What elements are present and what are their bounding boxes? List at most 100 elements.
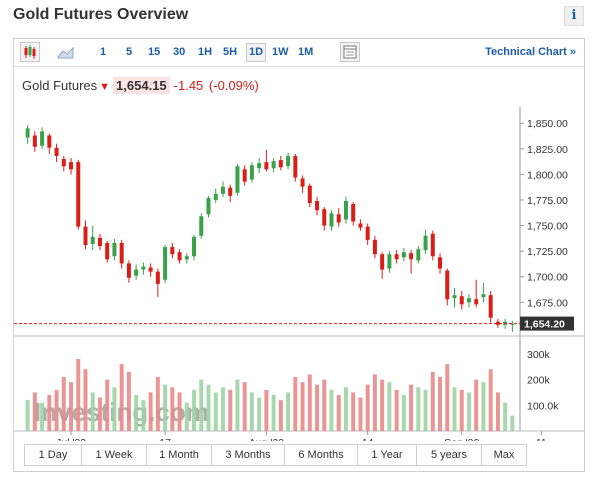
volume-bar [423, 389, 428, 431]
timeframe-1m[interactable]: 1M [298, 46, 314, 58]
candle-body [336, 214, 341, 223]
candle-body [199, 216, 204, 236]
volume-bar [322, 379, 327, 431]
area-chart-icon[interactable] [56, 42, 76, 62]
volume-bar [315, 384, 320, 431]
candle-body [322, 209, 327, 226]
volume-bar [228, 389, 233, 431]
x-tick-label: Aug '22 [249, 437, 284, 441]
candle-body [170, 247, 175, 255]
volume-bar [481, 382, 486, 431]
candle-body [112, 242, 117, 257]
candle-body [495, 321, 500, 325]
range-1-week[interactable]: 1 Week [82, 445, 147, 465]
range-6-months[interactable]: 6 Months [285, 445, 358, 465]
candle-body [163, 247, 168, 280]
timeframe-1h[interactable]: 1H [198, 46, 213, 58]
candle-body [119, 242, 124, 264]
range-selector: 1 Day 1 Week 1 Month 3 Months 6 Months 1… [24, 444, 527, 466]
volume-bar [474, 379, 479, 431]
volume-bar [112, 387, 117, 431]
candle-body [83, 226, 88, 245]
volume-bar [126, 371, 131, 431]
volume-bar [430, 371, 435, 431]
candle-body [380, 254, 385, 270]
volume-bar [119, 364, 124, 431]
candle-body [184, 256, 189, 260]
volume-bar [365, 384, 370, 431]
last-price: 1,654.15 [113, 77, 170, 94]
range-1-year[interactable]: 1 Year [358, 445, 417, 465]
volume-bar [242, 382, 247, 431]
candle-body [445, 270, 450, 300]
candle-body [97, 237, 102, 247]
volume-bar [372, 374, 377, 431]
candle-body [228, 187, 233, 196]
range-3-months[interactable]: 3 Months [212, 445, 285, 465]
candle-body [351, 204, 356, 222]
volume-bar [184, 402, 189, 431]
volume-bar [134, 395, 139, 431]
volume-tick-label: 100.0k [527, 400, 559, 412]
volume-bar [155, 377, 160, 431]
timeframe-1d[interactable]: 1D [246, 43, 267, 62]
volume-bar [213, 392, 218, 431]
volume-tick-label: 200k [527, 375, 551, 387]
timeframe-1[interactable]: 1 [100, 46, 107, 58]
candlestick-chart-icon[interactable] [20, 42, 40, 62]
candle-body [278, 160, 283, 168]
candle-body [126, 263, 131, 278]
volume-bar [466, 392, 471, 431]
volume-bar [192, 389, 197, 431]
volume-bar [278, 400, 283, 431]
timeframe-5[interactable]: 5 [126, 46, 133, 58]
volume-bar [83, 369, 88, 431]
volume-bar [438, 377, 443, 431]
chart-toolbar: 1 5 15 30 1H 5H 1D 1W 1M Technical Chart… [14, 39, 584, 67]
candle-body [32, 135, 37, 147]
range-1-day[interactable]: 1 Day [25, 445, 82, 465]
candle-body [401, 252, 406, 258]
volume-bar [90, 392, 95, 431]
candle-body [438, 257, 443, 269]
candle-body [293, 155, 298, 178]
candlestick-chart[interactable]: 1,850.00 1,825.00 1,800.00 1,775.00 1,750.00… [14, 101, 584, 441]
range-max[interactable]: Max [493, 449, 515, 461]
volume-bar [271, 395, 276, 431]
volume-bar [257, 397, 262, 431]
range-5-years[interactable]: 5 years [417, 445, 482, 465]
instrument-name: Gold Futures [22, 78, 98, 93]
price-tick-label: 1,750.00 [527, 221, 568, 233]
candle-body [315, 201, 320, 211]
technical-chart-link[interactable]: Technical Chart » [485, 46, 576, 58]
x-tick-label: Sep '22 [444, 437, 479, 441]
arrow-down-icon: ▼ [99, 81, 111, 93]
volume-bar [47, 395, 52, 431]
volume-bar [445, 364, 450, 431]
timeframe-15[interactable]: 15 [148, 46, 161, 58]
volume-bar [307, 374, 312, 431]
volume-bar [105, 379, 110, 431]
candle-body [452, 295, 457, 299]
volume-bar [300, 382, 305, 431]
volume-bar [40, 402, 45, 431]
candle-body [220, 186, 225, 194]
info-icon[interactable]: i [564, 6, 584, 26]
volume-bar [25, 400, 30, 431]
volume-bar [394, 389, 399, 431]
range-1-month[interactable]: 1 Month [147, 445, 212, 465]
x-tick-label: 17 [159, 437, 171, 441]
candle-body [286, 155, 291, 167]
candle-body [307, 185, 312, 204]
timeframe-5h[interactable]: 5H [223, 46, 238, 58]
candle-body [430, 233, 435, 257]
candle-body [206, 197, 211, 215]
volume-bar [293, 377, 298, 431]
chart-panel: 1 5 15 30 1H 5H 1D 1W 1M Technical Chart… [13, 38, 585, 472]
timeframe-1w[interactable]: 1W [272, 46, 289, 58]
volume-bar [148, 392, 153, 431]
volume-bar [235, 379, 240, 431]
timeframe-30[interactable]: 30 [173, 46, 186, 58]
settings-panel-icon[interactable] [340, 42, 360, 62]
candle-body [481, 294, 486, 298]
